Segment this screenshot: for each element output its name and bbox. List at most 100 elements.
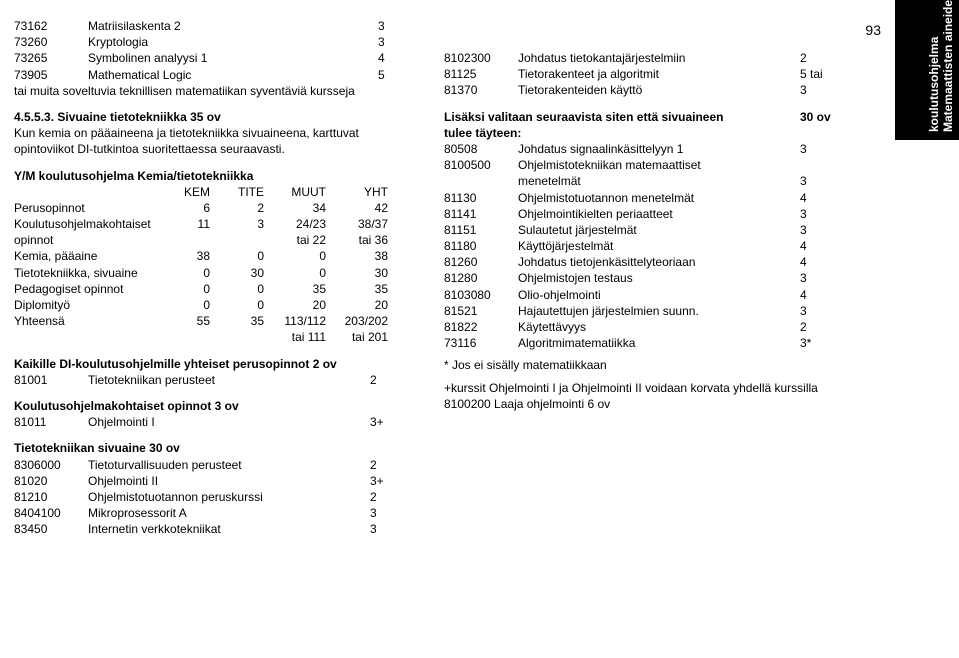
list-row: 8103080Olio-ohjelmointi4 bbox=[444, 287, 846, 303]
row-val: 3 bbox=[800, 173, 846, 189]
st-yht: 42 bbox=[330, 200, 392, 216]
extra-heading-2: tulee täyteen: bbox=[444, 125, 846, 141]
study-table-row: Yhteensä5535113/112203/202 bbox=[14, 313, 416, 329]
st-kem: 11 bbox=[160, 216, 214, 232]
list-row: 81822Käytettävyys2 bbox=[444, 319, 846, 335]
list-row: 8100500Ohjelmistotekniikan matemaattiset bbox=[444, 157, 846, 173]
course-credits: 4 bbox=[378, 50, 416, 66]
row-code: 81020 bbox=[14, 473, 88, 489]
list-row: 81011Ohjelmointi I3+ bbox=[14, 414, 416, 430]
row-name: Tietotekniikan perusteet bbox=[88, 372, 370, 388]
extra-heading: Lisäksi valitaan seuraavista siten että … bbox=[444, 109, 846, 125]
course-credits: 3 bbox=[378, 34, 416, 50]
row-val: 3+ bbox=[370, 473, 416, 489]
row-code: 83450 bbox=[14, 521, 88, 537]
row-name: Johdatus signaalinkäsittelyyn 1 bbox=[518, 141, 800, 157]
row-val: 4 bbox=[800, 287, 846, 303]
row-name: Ohjelmistotekniikan matemaattiset bbox=[518, 157, 800, 173]
row-val: 3 bbox=[800, 303, 846, 319]
st-tite: 30 bbox=[214, 265, 268, 281]
course-code: 73162 bbox=[14, 18, 88, 34]
st-yht: 30 bbox=[330, 265, 392, 281]
list-row: 81130Ohjelmistotuotannon menetelmät4 bbox=[444, 190, 846, 206]
row-name: Johdatus tietokantajärjestelmiin bbox=[518, 50, 800, 66]
sec1-rows: 81001Tietotekniikan perusteet2 bbox=[14, 372, 416, 388]
list-row: 81125Tietorakenteet ja algoritmit5 tai bbox=[444, 66, 846, 82]
row-val bbox=[800, 157, 846, 173]
sidebar-tab: Matemaattisten aineiden koulutusohjelma bbox=[895, 0, 959, 140]
page-content: 73162Matriisilaskenta 2373260Kryptologia… bbox=[0, 0, 959, 547]
st-tite: 0 bbox=[214, 281, 268, 297]
row-val: 2 bbox=[800, 319, 846, 335]
row-name: Käyttöjärjestelmät bbox=[518, 238, 800, 254]
row-val: 3 bbox=[370, 521, 416, 537]
study-table-header: KEMTITEMUUTYHT bbox=[14, 184, 416, 200]
row-code: 8100500 bbox=[444, 157, 518, 173]
st-label: Diplomityö bbox=[14, 297, 160, 313]
course-list-1-note: tai muita soveltuvia teknillisen matemat… bbox=[14, 83, 416, 99]
st-kem bbox=[160, 232, 214, 248]
row-val: 3 bbox=[800, 141, 846, 157]
row-name: Johdatus tietojenkäsittelyteoriaan bbox=[518, 254, 800, 270]
section-4553-note: Kun kemia on pääaineena ja tietotekniikk… bbox=[14, 125, 416, 157]
st-label bbox=[14, 329, 160, 345]
row-val: 2 bbox=[370, 457, 416, 473]
row-code: 81210 bbox=[14, 489, 88, 505]
row-code: 8102300 bbox=[444, 50, 518, 66]
row-val: 3 bbox=[800, 82, 846, 98]
st-label: Kemia, pääaine bbox=[14, 248, 160, 264]
row-name: Algoritmimatematiikka bbox=[518, 335, 800, 351]
st-kem: 0 bbox=[160, 281, 214, 297]
row-val: 2 bbox=[370, 489, 416, 505]
sec3-rows: 8306000Tietoturvallisuuden perusteet2810… bbox=[14, 457, 416, 538]
row-name: Käytettävyys bbox=[518, 319, 800, 335]
course-credits: 5 bbox=[378, 67, 416, 83]
st-label: Yhteensä bbox=[14, 313, 160, 329]
list-row: 81180Käyttöjärjestelmät4 bbox=[444, 238, 846, 254]
st-muut: tai 22 bbox=[268, 232, 330, 248]
course-name: Kryptologia bbox=[88, 34, 378, 50]
row-val: 4 bbox=[800, 254, 846, 270]
row-name: Ohjelmistotuotannon menetelmät bbox=[518, 190, 800, 206]
st-kem bbox=[160, 329, 214, 345]
row-val: 3 bbox=[800, 222, 846, 238]
list-row: 81280Ohjelmistojen testaus3 bbox=[444, 270, 846, 286]
sec2-rows: 81011Ohjelmointi I3+ bbox=[14, 414, 416, 430]
right-top-rows: 8102300Johdatus tietokantajärjestelmiin2… bbox=[444, 50, 846, 99]
st-tite: 0 bbox=[214, 248, 268, 264]
sidebar-line2: koulutusohjelma bbox=[927, 37, 941, 132]
st-muut: 20 bbox=[268, 297, 330, 313]
row-code: 81280 bbox=[444, 270, 518, 286]
row-val: 3 bbox=[800, 270, 846, 286]
row-code: 81260 bbox=[444, 254, 518, 270]
study-table: KEMTITEMUUTYHTPerusopinnot623442Koulutus… bbox=[14, 184, 416, 346]
row-code: 81151 bbox=[444, 222, 518, 238]
st-yht: 35 bbox=[330, 281, 392, 297]
right-column: 8102300Johdatus tietokantajärjestelmiin2… bbox=[430, 0, 860, 547]
st-muut: tai 111 bbox=[268, 329, 330, 345]
row-code: 81822 bbox=[444, 319, 518, 335]
study-table-row: Kemia, pääaine380038 bbox=[14, 248, 416, 264]
st-tite bbox=[214, 232, 268, 248]
row-code: 8103080 bbox=[444, 287, 518, 303]
st-label: Pedagogiset opinnot bbox=[14, 281, 160, 297]
row-name: Olio-ohjelmointi bbox=[518, 287, 800, 303]
st-muut: 35 bbox=[268, 281, 330, 297]
course-code: 73265 bbox=[14, 50, 88, 66]
st-muut: 113/112 bbox=[268, 313, 330, 329]
list-row: 8306000Tietoturvallisuuden perusteet2 bbox=[14, 457, 416, 473]
list-row: 81260Johdatus tietojenkäsittelyteoriaan4 bbox=[444, 254, 846, 270]
study-table-title: Y/M koulutusohjelma Kemia/tietotekniikka bbox=[14, 168, 416, 184]
st-label: Koulutusohjelmakohtaiset bbox=[14, 216, 160, 232]
row-name: Tietorakenteiden käyttö bbox=[518, 82, 800, 98]
row-name: Ohjelmointi I bbox=[88, 414, 370, 430]
row-val: 5 tai bbox=[800, 66, 846, 82]
st-tite bbox=[214, 329, 268, 345]
course-row: 73162Matriisilaskenta 23 bbox=[14, 18, 416, 34]
list-row: 80508Johdatus signaalinkäsittelyyn 13 bbox=[444, 141, 846, 157]
row-val: 2 bbox=[800, 50, 846, 66]
st-yht: 38/37 bbox=[330, 216, 392, 232]
footnote-plus: +kurssit Ohjelmointi I ja Ohjelmointi II… bbox=[444, 380, 846, 412]
row-code: 81141 bbox=[444, 206, 518, 222]
st-muut: 0 bbox=[268, 265, 330, 281]
